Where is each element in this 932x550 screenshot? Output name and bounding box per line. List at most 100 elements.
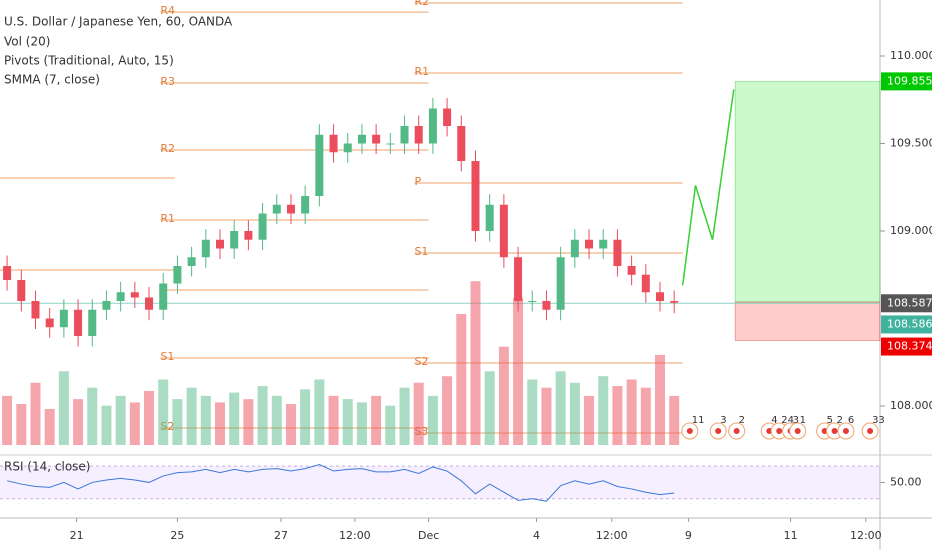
event-count: 24 [781,415,794,426]
volume-bar [598,376,609,445]
volume-bar [229,392,240,445]
volume-bar [569,382,580,445]
candle-body [31,301,40,319]
volume-bar [200,395,211,445]
pivot-label: R3 [160,75,175,88]
candle-body [329,134,338,153]
candle-body [542,301,551,310]
candle-body [599,239,608,249]
x-tick-label: 21 [70,529,84,542]
candle-body [116,292,125,301]
volume-bar [555,371,566,445]
pivot-label: S1 [414,245,428,258]
candle-body [59,309,68,328]
event-dot [733,428,740,434]
candle-body [471,161,480,231]
candle-body [258,213,267,240]
candle-body [570,239,579,258]
volume-bar [584,395,595,445]
candle-body [485,204,494,231]
event-dot [794,428,801,434]
volume-bar [129,402,140,445]
pivot-label: R2 [414,0,429,8]
x-tick-label: 12:00 [339,529,371,542]
stop-zone [734,301,881,342]
event-dot [867,428,874,434]
candle-body [216,239,224,249]
volume-bar [342,399,353,445]
candle-body [286,204,295,214]
volume-bar [513,297,524,445]
bid-price-label-box [881,315,932,334]
volume-bar [172,399,183,445]
candle-body [556,257,565,310]
event-dot [831,428,838,434]
candle-body [585,239,594,249]
x-tick-label: 11 [784,529,798,542]
stop-label-box [881,337,932,356]
event-count: 1 [800,415,806,426]
candle-body [3,266,12,280]
pivot-label: R4 [160,4,175,17]
volume-bar [470,281,481,445]
candle-body [386,143,395,145]
volume-bar [101,405,112,445]
event-dot [715,428,722,434]
volume-bar [58,371,69,445]
volume-bar [356,402,367,445]
stop-label: 108.374 [887,340,932,353]
event-count: 3 [720,415,726,426]
candle-body [315,134,324,196]
volume-bar [640,387,651,445]
x-tick-label: 25 [170,529,184,542]
bid-price-label: 108.586 [887,317,932,330]
candle-body [357,134,366,144]
candle-body [159,283,168,310]
volume-bar [144,390,155,445]
pivot-label: S2 [414,355,428,368]
event-count: 33 [872,415,885,426]
candle-body [528,301,537,302]
volume-bar [427,395,438,445]
candle-body [173,266,182,284]
target-zone [734,80,881,303]
y-tick-label: 108.000 [890,399,932,412]
volume-bar [399,387,410,445]
volume-bar [655,354,665,445]
y-tick-label: 109.500 [890,137,932,150]
x-tick-label: 4 [533,529,540,542]
candle-body [17,280,26,301]
event-count: 11 [692,415,705,426]
candle-body [627,266,636,275]
volume-bar [442,376,453,445]
volume-bar [215,402,225,445]
volume-bar [2,395,13,445]
volume-bar [371,395,382,445]
volume-bar [527,379,538,445]
volume-bar [456,313,467,445]
indicator-label: Pivots (Traditional, Auto, 15) [4,54,174,68]
candle-body [130,292,139,298]
pivot-label: R1 [160,212,175,225]
candle-body [74,309,83,336]
last-price-label: 108.587 [887,296,932,309]
volume-bar [87,387,98,445]
volume-bar [285,404,296,445]
candle-body [343,143,352,153]
target-label-box [881,72,932,91]
candle-body [187,257,196,266]
volume-bar [186,387,197,445]
candle-body [272,204,281,214]
last-price-label-box [881,294,932,313]
volume-bar [44,408,55,445]
volume-bar [115,395,126,445]
candle-body [499,204,508,258]
pivot-label: S1 [160,350,174,363]
volume-bar [30,382,41,445]
projection-line [681,89,735,286]
volume-bar [257,386,268,445]
candle-body [45,318,54,328]
x-tick-label: 27 [274,529,288,542]
event-dot [842,428,849,434]
candle-body [443,108,452,126]
